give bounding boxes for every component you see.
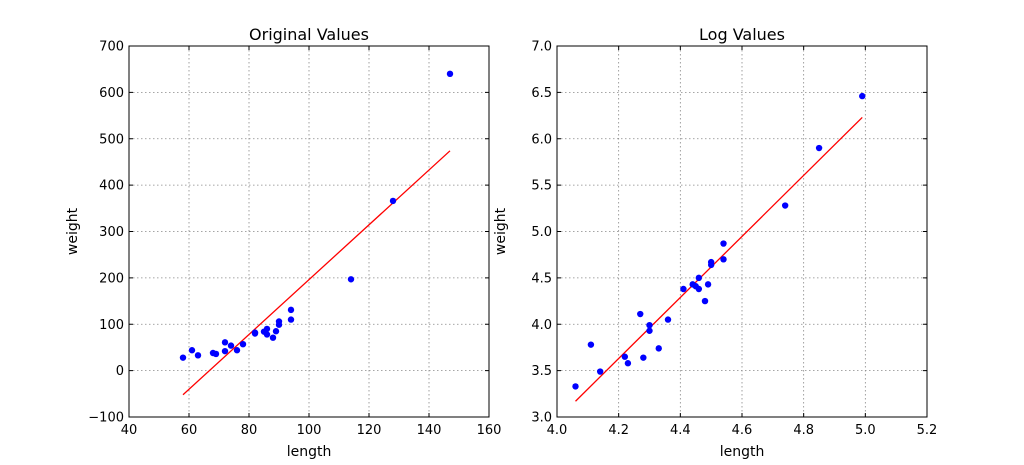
data-point [695, 285, 703, 293]
x-tick-label: 4.0 [547, 423, 568, 438]
data-point [624, 360, 632, 367]
data-point [596, 368, 604, 375]
x-tick-label: 5.2 [917, 423, 938, 438]
x-axis-label: length [720, 444, 765, 460]
data-point [680, 285, 687, 293]
y-tick-label: 300 [99, 225, 124, 240]
data-point [701, 297, 709, 305]
x-tick-label: 120 [357, 423, 382, 438]
y-tick-label: 600 [99, 86, 124, 101]
data-point [646, 321, 653, 329]
y-tick-label: 6.5 [531, 86, 552, 101]
data-point [227, 342, 235, 349]
data-point [179, 354, 187, 361]
y-tick-label: 700 [99, 40, 124, 55]
gridlines [556, 45, 928, 418]
data-point [720, 240, 727, 247]
y-tick-label: 200 [99, 271, 124, 286]
y-axis-label: weight [493, 207, 509, 255]
x-tick-label: 4.6 [732, 423, 753, 438]
data-point [221, 347, 229, 355]
data-point [188, 347, 196, 354]
x-tick-label: 4.2 [608, 423, 629, 438]
x-tick-label: 160 [477, 423, 502, 438]
data-point [263, 325, 271, 333]
data-point [859, 92, 866, 100]
data-point [704, 281, 712, 288]
y-tick-label: 5.0 [531, 225, 552, 240]
data-point [720, 256, 727, 263]
x-tick-label: 60 [181, 423, 198, 438]
data-point [287, 316, 295, 323]
x-tick-label: 5.0 [855, 423, 876, 438]
data-point [239, 340, 247, 348]
x-tick-label: 100 [297, 423, 322, 438]
x-tick-label: 40 [121, 423, 138, 438]
y-tick-label: 3.0 [531, 411, 552, 426]
data-point [221, 339, 229, 346]
data-point [695, 274, 703, 282]
data-point [272, 328, 280, 335]
ticks: 40 60 80 100 120 140 160 −100 0 100 200 300 400 500 60… [88, 40, 501, 439]
data-point [664, 316, 672, 323]
y-tick-label: −100 [88, 411, 124, 426]
data-point [251, 329, 259, 336]
data-point [572, 383, 579, 390]
chart-log-values: 4.0 4.2 4.4 4.6 4.8 5.0 5.2 3.0 3.5 4.0 4.5 5.0 5.5 6… [493, 25, 937, 460]
data-point [287, 306, 295, 314]
data-point [637, 310, 644, 318]
x-tick-label: 4.4 [670, 423, 691, 438]
data-point [194, 352, 202, 359]
data-point [275, 318, 283, 325]
x-tick-label: 80 [241, 423, 258, 438]
data-point [646, 327, 653, 334]
y-tick-label: 0 [116, 364, 124, 379]
y-tick-label: 3.5 [531, 364, 552, 379]
chart-title: Log Values [699, 25, 785, 44]
data-point [587, 341, 595, 348]
y-axis-label: weight [65, 207, 81, 255]
y-tick-label: 500 [99, 132, 124, 147]
data-point [212, 350, 220, 358]
chart-original-values: 40 60 80 100 120 140 160 −100 0 100 200 300 400 500 60… [65, 25, 501, 460]
data-point [815, 144, 823, 152]
fit-line-group [182, 150, 451, 396]
y-tick-label: 100 [99, 318, 124, 333]
data-point [781, 202, 789, 209]
data-point [263, 331, 271, 338]
data-point [707, 261, 715, 269]
x-tick-label: 140 [417, 423, 442, 438]
data-point [233, 347, 241, 354]
y-tick-label: 6.0 [531, 132, 552, 147]
data-point [446, 70, 454, 78]
data-point [347, 276, 355, 283]
y-tick-label: 4.0 [531, 318, 552, 333]
data-points [572, 92, 866, 390]
y-tick-label: 5.5 [531, 179, 552, 194]
y-tick-label: 4.5 [531, 271, 552, 286]
data-points [179, 70, 454, 361]
gridlines [128, 45, 490, 418]
ticks: 4.0 4.2 4.4 4.6 4.8 5.0 5.2 3.0 3.5 4.0 4.5 5.0 5.5 6… [531, 40, 937, 439]
x-axis-label: length [287, 444, 332, 460]
data-point [655, 345, 662, 352]
fit-line [182, 150, 451, 396]
x-tick-label: 4.8 [793, 423, 814, 438]
data-point [640, 354, 647, 361]
data-point [389, 197, 397, 205]
data-point [269, 334, 277, 341]
chart-title: Original Values [249, 25, 369, 44]
y-tick-label: 7.0 [531, 40, 552, 55]
data-point [621, 353, 629, 360]
y-tick-label: 400 [99, 179, 124, 194]
